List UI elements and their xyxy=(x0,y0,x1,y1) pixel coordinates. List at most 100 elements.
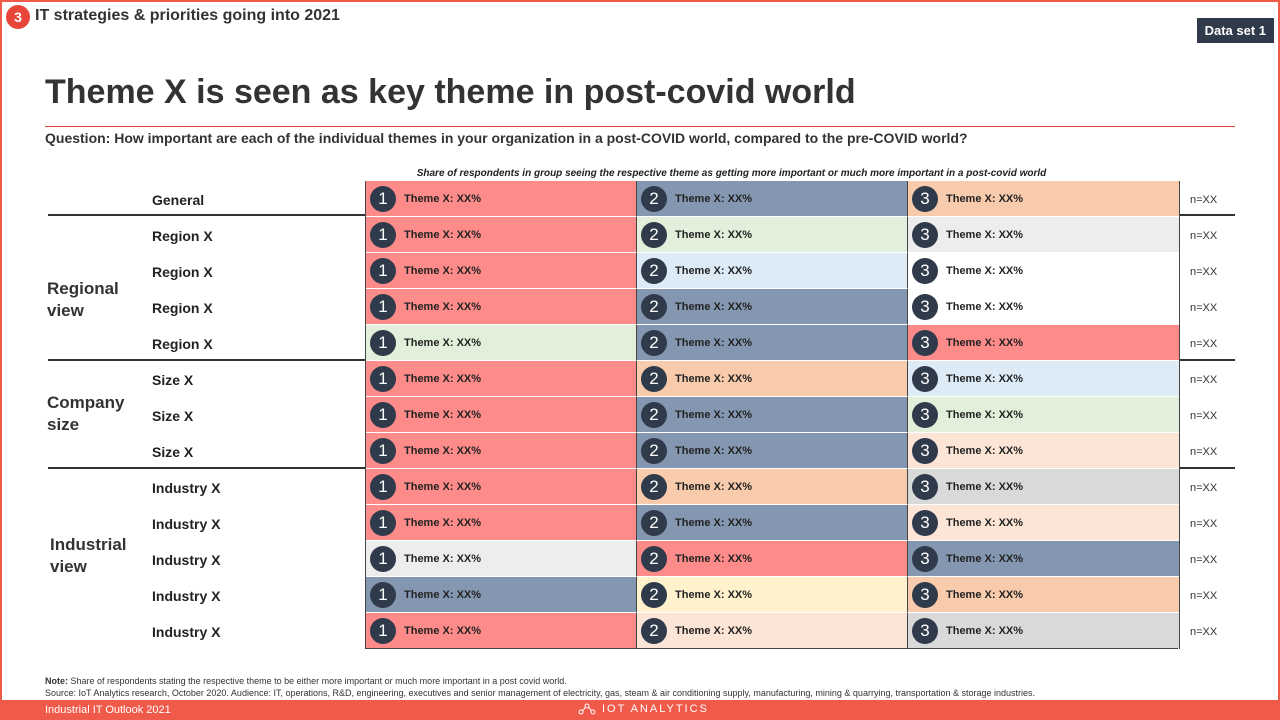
theme-value: Theme X: XX% xyxy=(404,624,482,637)
theme-value: Theme X: XX% xyxy=(946,516,1024,529)
rank-badge: 2 xyxy=(641,185,667,212)
theme-cell: 1 Theme X: XX% xyxy=(366,181,637,217)
rank-badge: 1 xyxy=(370,329,396,356)
footer-bar: Industrial IT Outlook 2021 IOT ANALYTICS xyxy=(0,700,1280,720)
table-row: 1 Theme X: XX% 2 Theme X: XX% 3 Theme X: XX% xyxy=(366,505,1179,541)
row-label: Size X xyxy=(152,444,194,460)
theme-cell: 2 Theme X: XX% xyxy=(637,505,908,541)
sample-size: n=XX xyxy=(1190,518,1218,530)
theme-value: Theme X: XX% xyxy=(675,480,753,493)
sample-size: n=XX xyxy=(1190,482,1218,494)
rank-badge: 1 xyxy=(370,617,396,644)
theme-cell: 1 Theme X: XX% xyxy=(366,433,637,469)
rank-badge: 1 xyxy=(370,509,396,536)
rank-badge: 3 xyxy=(912,473,938,500)
theme-cell: 3 Theme X: XX% xyxy=(908,469,1179,505)
theme-value: Theme X: XX% xyxy=(404,516,482,529)
rank-badge: 2 xyxy=(641,401,667,428)
theme-value: Theme X: XX% xyxy=(946,264,1024,277)
footer-brand: IOT ANALYTICS xyxy=(578,703,709,715)
theme-cell: 3 Theme X: XX% xyxy=(908,433,1179,469)
rank-badge: 1 xyxy=(370,221,396,248)
row-label: Region X xyxy=(152,228,213,244)
theme-cell: 1 Theme X: XX% xyxy=(366,577,637,613)
rank-badge: 2 xyxy=(641,365,667,392)
group-label-company-size: Company size xyxy=(47,392,124,436)
sample-size: n=XX xyxy=(1190,338,1218,350)
row-label: Region X xyxy=(152,300,213,316)
rank-badge: 2 xyxy=(641,473,667,500)
theme-value: Theme X: XX% xyxy=(946,444,1024,457)
theme-value: Theme X: XX% xyxy=(675,588,753,601)
theme-value: Theme X: XX% xyxy=(404,480,482,493)
theme-value: Theme X: XX% xyxy=(404,228,482,241)
theme-value: Theme X: XX% xyxy=(946,408,1024,421)
table-row: 1 Theme X: XX% 2 Theme X: XX% 3 Theme X: XX% xyxy=(366,397,1179,433)
note: Note: Share of respondents stating the r… xyxy=(45,676,567,686)
section-title: IT strategies & priorities going into 20… xyxy=(35,7,340,24)
question-text: Question: How important are each of the … xyxy=(45,130,968,146)
theme-value: Theme X: XX% xyxy=(675,372,753,385)
rank-badge: 2 xyxy=(641,617,667,644)
rank-badge: 1 xyxy=(370,437,396,464)
theme-cell: 1 Theme X: XX% xyxy=(366,217,637,253)
theme-grid: 1 Theme X: XX% 2 Theme X: XX% 3 Theme X: XX% 1… xyxy=(365,181,1180,649)
theme-cell: 3 Theme X: XX% xyxy=(908,361,1179,397)
theme-cell: 3 Theme X: XX% xyxy=(908,289,1179,325)
group-label-line: size xyxy=(47,415,80,434)
rank-badge: 3 xyxy=(912,617,938,644)
table-row: 1 Theme X: XX% 2 Theme X: XX% 3 Theme X: XX% xyxy=(366,325,1179,361)
rank-badge: 2 xyxy=(641,509,667,536)
section-number-badge: 3 xyxy=(6,5,30,29)
theme-value: Theme X: XX% xyxy=(404,444,482,457)
rank-badge: 1 xyxy=(370,365,396,392)
note-text: Share of respondents stating the respect… xyxy=(68,676,567,686)
theme-value: Theme X: XX% xyxy=(946,300,1024,313)
table-row: 1 Theme X: XX% 2 Theme X: XX% 3 Theme X: XX% xyxy=(366,217,1179,253)
rank-badge: 2 xyxy=(641,329,667,356)
theme-value: Theme X: XX% xyxy=(946,228,1024,241)
theme-cell: 3 Theme X: XX% xyxy=(908,217,1179,253)
row-label: Industry X xyxy=(152,624,221,640)
rank-badge: 3 xyxy=(912,437,938,464)
rank-badge: 3 xyxy=(912,545,938,572)
theme-value: Theme X: XX% xyxy=(946,480,1024,493)
theme-cell: 2 Theme X: XX% xyxy=(637,253,908,289)
footer-title: Industrial IT Outlook 2021 xyxy=(45,704,171,716)
theme-cell: 1 Theme X: XX% xyxy=(366,613,637,649)
theme-cell: 2 Theme X: XX% xyxy=(637,181,908,217)
sample-size: n=XX xyxy=(1190,554,1218,566)
theme-value: Theme X: XX% xyxy=(404,264,482,277)
rank-badge: 1 xyxy=(370,401,396,428)
rank-badge: 2 xyxy=(641,437,667,464)
rank-badge: 1 xyxy=(370,545,396,572)
theme-cell: 2 Theme X: XX% xyxy=(637,541,908,577)
theme-value: Theme X: XX% xyxy=(404,552,482,565)
theme-cell: 3 Theme X: XX% xyxy=(908,397,1179,433)
theme-cell: 1 Theme X: XX% xyxy=(366,325,637,361)
theme-cell: 3 Theme X: XX% xyxy=(908,577,1179,613)
rank-badge: 3 xyxy=(912,509,938,536)
theme-value: Theme X: XX% xyxy=(675,408,753,421)
sample-size: n=XX xyxy=(1190,590,1218,602)
theme-value: Theme X: XX% xyxy=(675,192,753,205)
theme-cell: 2 Theme X: XX% xyxy=(637,469,908,505)
page-title: Theme X is seen as key theme in post-cov… xyxy=(45,73,856,111)
rank-badge: 1 xyxy=(370,473,396,500)
table-row: 1 Theme X: XX% 2 Theme X: XX% 3 Theme X: XX% xyxy=(366,541,1179,577)
rank-badge: 3 xyxy=(912,365,938,392)
group-label-line: Company xyxy=(47,393,125,412)
group-label-industrial: Industrial view xyxy=(50,534,127,578)
group-label-line: Industrial xyxy=(50,535,127,554)
theme-cell: 2 Theme X: XX% xyxy=(637,361,908,397)
group-label-line: view xyxy=(50,557,87,576)
sample-size: n=XX xyxy=(1190,266,1218,278)
theme-value: Theme X: XX% xyxy=(404,588,482,601)
theme-value: Theme X: XX% xyxy=(946,588,1024,601)
sample-size: n=XX xyxy=(1190,302,1218,314)
theme-cell: 3 Theme X: XX% xyxy=(908,613,1179,649)
row-label: Size X xyxy=(152,408,194,424)
theme-value: Theme X: XX% xyxy=(675,516,753,529)
rank-badge: 3 xyxy=(912,293,938,320)
